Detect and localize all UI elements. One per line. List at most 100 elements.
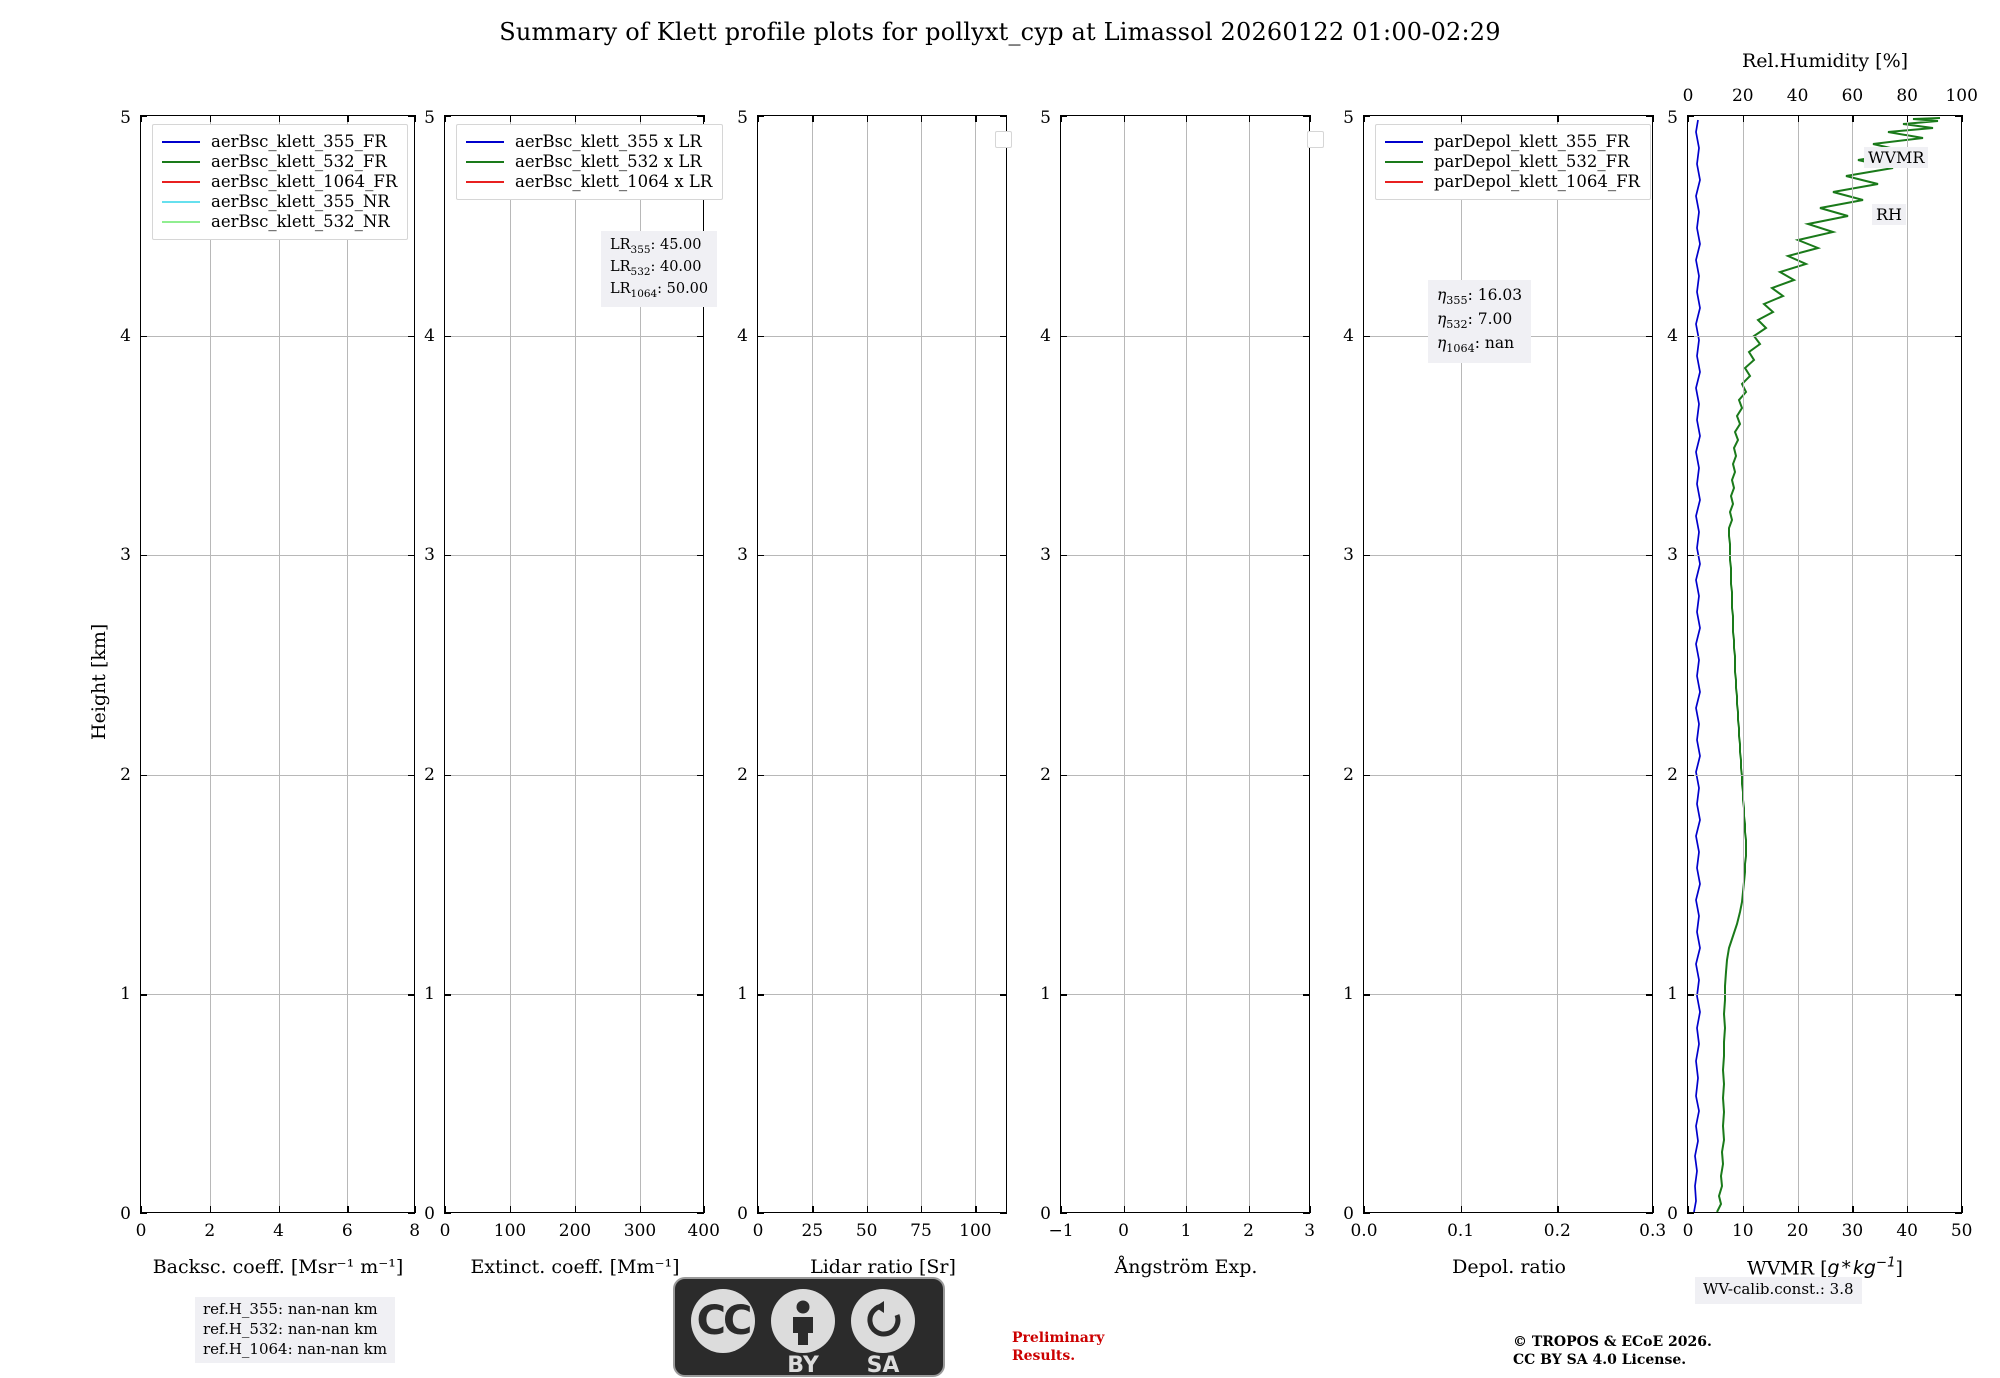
x-tick-label: 3 (1304, 1221, 1316, 1241)
lr-532-value: 40.00 (659, 258, 702, 275)
ref-h-1064: ref.H_1064: nan-nan km (203, 1339, 388, 1358)
panel-depol-ratio: 0 1 2 3 4 5 0.0 0.1 0.2 0.3 Depol. ratio (1343, 108, 1666, 1278)
legend-line-swatch (1385, 141, 1423, 143)
cc-license-badge: CC BY SA (673, 1277, 945, 1378)
legend-depol-ratio[interactable]: parDepol_klett_355_FR parDepol_klett_532… (1375, 124, 1651, 200)
y-tick-label: 4 (1667, 325, 1678, 346)
legend-item[interactable]: parDepol_klett_1064_FR (1385, 172, 1640, 192)
ref-height-annotation: ref.H_355: nan-nan km ref.H_532: nan-nan… (195, 1297, 396, 1364)
y-tick-label: 3 (424, 545, 435, 566)
y-tick-label: 5 (1667, 108, 1678, 128)
plot-area-angstrom (1061, 116, 1309, 1212)
rh-inline-label: RH (1872, 204, 1906, 225)
legend-label: aerBsc_klett_532_FR (211, 152, 387, 172)
cc-logo-text: CC (696, 1298, 753, 1344)
legend-item[interactable]: parDepol_klett_355_FR (1385, 132, 1640, 152)
legend-extinction[interactable]: aerBsc_klett_355 x LR aerBsc_klett_532 x… (456, 124, 724, 200)
person-icon (793, 1300, 813, 1345)
y-tick-label: 4 (1343, 325, 1354, 346)
y-axis-title: Height [km] (88, 623, 110, 740)
ref-h-355: ref.H_355: nan-nan km (203, 1300, 378, 1318)
y-tick-label: 4 (424, 325, 435, 346)
y-tick-label: 1 (1343, 984, 1354, 1005)
top-x-tick-label: 80 (1896, 86, 1919, 106)
y-tick-label: 2 (1667, 764, 1678, 785)
y-tick-label: 4 (1040, 325, 1051, 346)
y-tick-label: 2 (737, 764, 748, 785)
x-tick-label: 0.3 (1639, 1221, 1667, 1241)
legend-label: aerBsc_klett_355_NR (211, 192, 390, 212)
plot-area-backscatter (141, 116, 414, 1212)
y-tick-label: 3 (737, 545, 748, 566)
legend-label: aerBsc_klett_1064 x LR (515, 172, 713, 192)
plot-area-extinction (445, 116, 703, 1212)
top-x-tick-label: 40 (1786, 86, 1809, 106)
sa-label: SA (866, 1353, 900, 1378)
sa-circle-icon (851, 1289, 915, 1353)
x-tick-label: 6 (341, 1221, 353, 1241)
wv-calib-const-annotation: WV-calib.const.: 3.8 (1695, 1277, 1862, 1304)
x-tick-label: 0 (1682, 1221, 1694, 1241)
y-tick-label: 4 (737, 325, 748, 346)
y-tick-label: 5 (424, 108, 435, 128)
x-tick-label: 100 (493, 1221, 527, 1241)
x-tick-label: 20 (1786, 1221, 1809, 1241)
top-x-tick-label: 60 (1841, 86, 1864, 106)
x-axis-title-lidar-ratio: Lidar ratio [Sr] (810, 1256, 956, 1278)
legend-line-swatch (162, 221, 200, 223)
panel-backscatter: 0 1 2 3 4 5 0 2 4 6 8 Backsc. coeff. [Ms… (120, 108, 420, 1278)
panel-wvmr-rh: 0 1 2 3 4 5 0 10 20 30 40 50 0 20 40 60 … (1667, 50, 1978, 1279)
eta-532-row: η532: 7.00 (1437, 309, 1513, 332)
x-tick-label: 40 (1896, 1221, 1919, 1241)
legend-item[interactable]: parDepol_klett_532_FR (1385, 152, 1640, 172)
x-tick-label: 300 (623, 1221, 657, 1241)
x-tick-label: 0 (1118, 1221, 1129, 1241)
wvmr-inline-label: WVMR (1864, 147, 1929, 168)
legend-label: parDepol_klett_1064_FR (1434, 172, 1640, 192)
x-tick-label: 1 (1180, 1221, 1192, 1241)
legend-item[interactable]: aerBsc_klett_532 x LR (466, 152, 712, 172)
y-tick-label: 1 (1667, 984, 1678, 1005)
y-tick-label: 3 (1343, 545, 1354, 566)
x-axis-title-depol-ratio: Depol. ratio (1452, 1256, 1566, 1278)
legend-label: aerBsc_klett_1064_FR (211, 172, 398, 192)
legend-label: aerBsc_klett_532_NR (211, 212, 390, 232)
y-tick-label: 0 (737, 1204, 748, 1224)
y-tick-label: 0 (120, 1204, 131, 1224)
x-tick-label: 0.0 (1350, 1221, 1378, 1241)
legend-line-swatch (1385, 181, 1423, 183)
legend-label: aerBsc_klett_532 x LR (515, 152, 702, 172)
legend-item[interactable]: aerBsc_klett_1064 x LR (466, 172, 712, 192)
x-tick-label: 400 (687, 1221, 720, 1241)
plot-area-lidar-ratio (758, 116, 1006, 1212)
legend-item[interactable]: aerBsc_klett_532_FR (162, 152, 397, 172)
x-tick-label: 100 (959, 1221, 992, 1241)
lr-355-row: LR355: 45.00 (610, 237, 702, 256)
y-tick-label: 3 (1667, 545, 1678, 566)
legend-item[interactable]: aerBsc_klett_355_FR (162, 132, 397, 152)
legend-line-swatch (466, 141, 504, 143)
x-axis-title-angstrom: Ångström Exp. (1114, 1256, 1258, 1278)
legend-lidar-ratio-empty[interactable] (995, 131, 1012, 148)
figure-title: Summary of Klett profile plots for polly… (499, 18, 1501, 46)
eta-355-value: 16.03 (1477, 286, 1523, 304)
legend-label: aerBsc_klett_355_FR (211, 132, 387, 152)
preliminary-line-1: Preliminary (1012, 1330, 1105, 1346)
legend-backscatter[interactable]: aerBsc_klett_355_FR aerBsc_klett_532_FR … (152, 124, 409, 240)
y-tick-label: 2 (120, 764, 131, 785)
eta-355-row: η355: 16.03 (1437, 286, 1523, 308)
y-tick-label: 1 (1040, 984, 1051, 1005)
legend-item[interactable]: aerBsc_klett_532_NR (162, 212, 397, 232)
x-tick-label: 0.2 (1543, 1221, 1571, 1241)
x-tick-label: 0 (752, 1221, 764, 1241)
y-tick-label: 5 (120, 108, 131, 128)
y-tick-label: 0 (1040, 1204, 1051, 1224)
legend-item[interactable]: aerBsc_klett_1064_FR (162, 172, 397, 192)
legend-item[interactable]: aerBsc_klett_355 x LR (466, 132, 712, 152)
copyright-line-2: CC BY SA 4.0 License. (1513, 1352, 1687, 1369)
panel-lidar-ratio: 0 1 2 3 4 5 0 25 50 75 100 Lidar ratio [… (737, 108, 1007, 1278)
legend-item[interactable]: aerBsc_klett_355_NR (162, 192, 397, 212)
top-x-tick-label: 0 (1682, 86, 1694, 106)
lr-1064-value: 50.00 (666, 280, 709, 297)
legend-angstrom-empty[interactable] (1307, 131, 1324, 148)
